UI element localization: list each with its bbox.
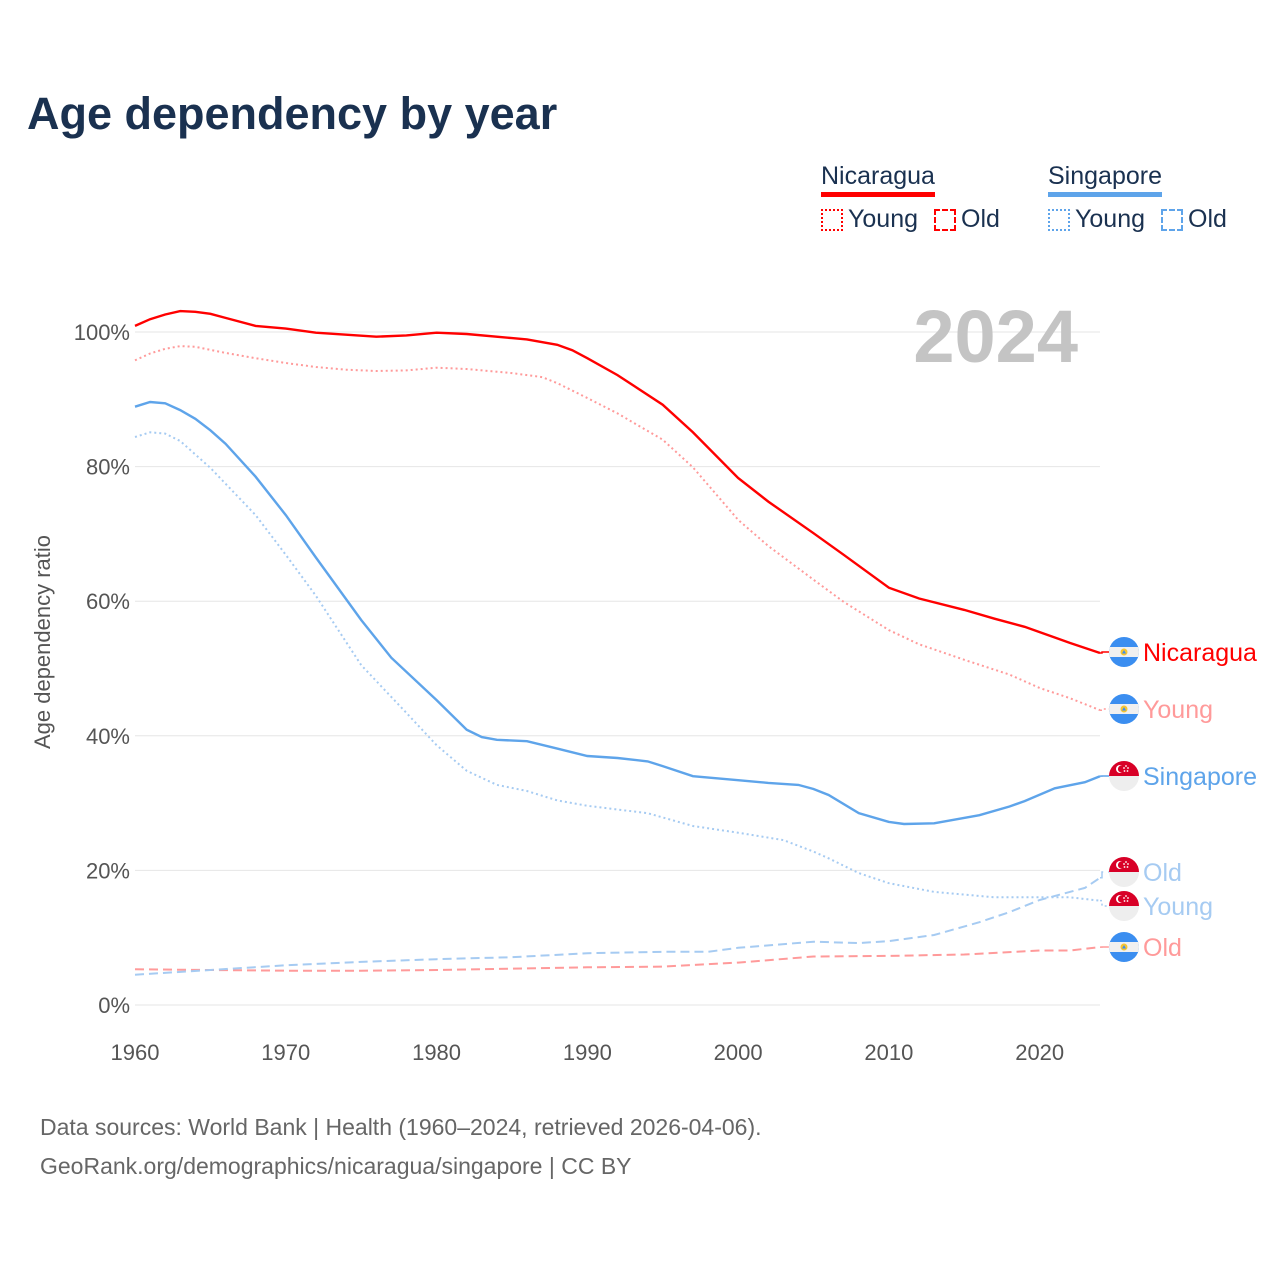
label-connector bbox=[1100, 899, 1112, 907]
singapore-flag-icon bbox=[1109, 857, 1139, 887]
source-line: Data sources: World Bank | Health (1960–… bbox=[40, 1114, 762, 1140]
dotted-swatch-icon bbox=[1048, 208, 1070, 231]
series-line-singapore-old bbox=[134, 876, 1101, 976]
x-tick-label: 2000 bbox=[714, 1040, 763, 1065]
label-connector bbox=[1100, 871, 1112, 879]
x-tick-label: 1970 bbox=[261, 1040, 310, 1065]
end-label: Young bbox=[1143, 893, 1213, 921]
source-url: GeoRank.org/demographics/nicaragua/singa… bbox=[40, 1153, 632, 1179]
x-tick-label: 2020 bbox=[1015, 1040, 1064, 1065]
x-tick-label: 1990 bbox=[563, 1040, 612, 1065]
y-tick-label: 20% bbox=[86, 858, 130, 883]
dashed-swatch-icon bbox=[934, 208, 956, 231]
dashed-swatch-icon bbox=[1161, 208, 1183, 231]
end-label: Nicaragua bbox=[1143, 639, 1257, 667]
nicaragua-flag-icon bbox=[1109, 694, 1139, 724]
legend-singapore: Singapore Young Old bbox=[1048, 162, 1227, 234]
nicaragua-flag-icon bbox=[1109, 637, 1139, 667]
series-line-nicaragua bbox=[134, 309, 1101, 655]
series-line-nicaragua-young bbox=[134, 345, 1101, 712]
end-label: Young bbox=[1143, 696, 1213, 724]
legend-country-name: Singapore bbox=[1048, 162, 1162, 197]
series-line-nicaragua-old bbox=[134, 946, 1101, 972]
end-label: Old bbox=[1143, 859, 1182, 887]
legend-item-old: Old bbox=[934, 205, 1000, 234]
legend-nicaragua: Nicaragua Young Old bbox=[821, 162, 1000, 234]
series-line-singapore-young bbox=[134, 431, 1101, 902]
y-tick-label: 80% bbox=[86, 455, 130, 480]
x-tick-label: 1980 bbox=[412, 1040, 461, 1065]
label-connector bbox=[1100, 708, 1112, 711]
dotted-swatch-icon bbox=[821, 208, 843, 231]
year-watermark: 2024 bbox=[913, 295, 1078, 378]
legend-label: Young bbox=[848, 205, 918, 233]
y-tick-label: 0% bbox=[98, 993, 130, 1018]
legend-item-young: Young bbox=[821, 205, 918, 234]
singapore-flag-icon bbox=[1109, 891, 1139, 921]
legend-label: Old bbox=[1188, 205, 1227, 233]
line-chart: 0% 20% 40% 60% 80% 100% 1960 1970 1980 1990 2000 20… bbox=[30, 295, 1257, 1065]
end-label: Singapore bbox=[1143, 763, 1257, 791]
y-tick-label: 60% bbox=[86, 589, 130, 614]
singapore-flag-icon bbox=[1109, 761, 1139, 791]
legend-label: Old bbox=[961, 205, 1000, 233]
label-connector bbox=[1100, 651, 1112, 654]
y-tick-label: 100% bbox=[74, 320, 130, 345]
series-line-singapore bbox=[134, 400, 1101, 826]
legend-item-old: Old bbox=[1161, 205, 1227, 234]
end-label: Old bbox=[1143, 934, 1182, 962]
nicaragua-flag-icon bbox=[1109, 932, 1139, 962]
x-tick-label: 2010 bbox=[864, 1040, 913, 1065]
legend-item-young: Young bbox=[1048, 205, 1145, 234]
y-tick-label: 40% bbox=[86, 724, 130, 749]
source-note: Data sources: World Bank | Health (1960–… bbox=[40, 1108, 762, 1186]
x-tick-label: 1960 bbox=[111, 1040, 160, 1065]
legend-country-name: Nicaragua bbox=[821, 162, 935, 197]
chart-title: Age dependency by year bbox=[27, 88, 558, 139]
legend-label: Young bbox=[1075, 205, 1145, 233]
y-axis-label: Age dependency ratio bbox=[30, 535, 55, 749]
